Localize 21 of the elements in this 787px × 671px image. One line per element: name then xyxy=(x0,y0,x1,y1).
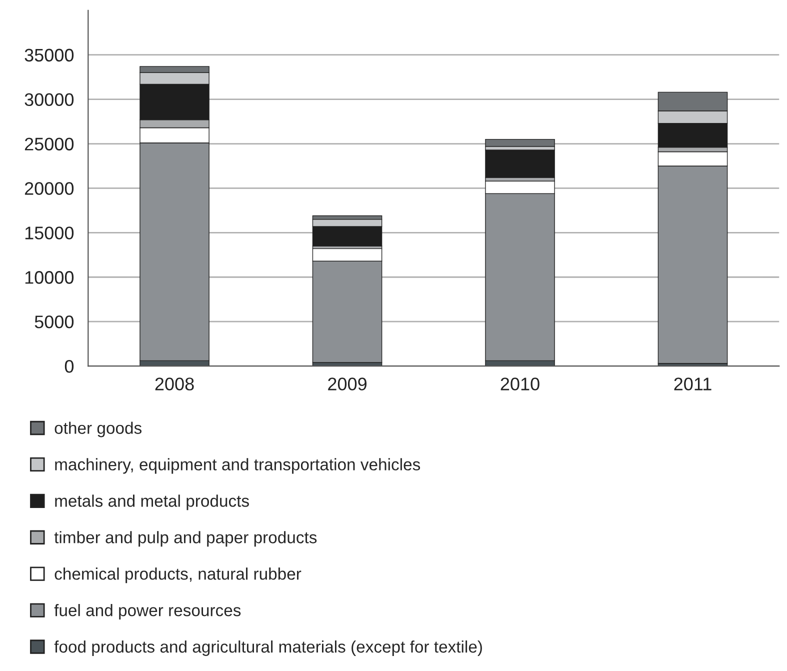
y-tick-label: 30000 xyxy=(24,93,74,106)
legend-label: food products and agricultural materials (except for textile) xyxy=(54,640,482,656)
y-tick-label: 0 xyxy=(64,360,74,373)
legend-label: metals and metal products xyxy=(55,494,249,510)
y-tick-label: 35000 xyxy=(24,48,74,62)
y-tick-label: 10000 xyxy=(25,271,74,284)
y-tick-label: 25000 xyxy=(24,138,74,150)
legend-label: chemical products, natural rubber xyxy=(54,568,302,584)
x-tick-label: 2009 xyxy=(328,378,366,390)
bar xyxy=(485,138,555,147)
legend-label: machinery, equipment and transportation vehicles xyxy=(55,458,420,474)
bar xyxy=(485,150,555,178)
x-tick-label: 2011 xyxy=(674,378,712,390)
legend-label: timber and pulp and paper products xyxy=(54,531,317,547)
y-tick-label: 5000 xyxy=(34,316,74,328)
y-tick-label: 20000 xyxy=(24,182,74,195)
legend-label: other goods xyxy=(54,422,142,438)
legend-label: fuel and power resources xyxy=(54,604,241,620)
x-tick-label: 2010 xyxy=(500,378,540,390)
y-tick-label: 15000 xyxy=(25,226,74,240)
x-tick-label: 2008 xyxy=(155,378,194,390)
